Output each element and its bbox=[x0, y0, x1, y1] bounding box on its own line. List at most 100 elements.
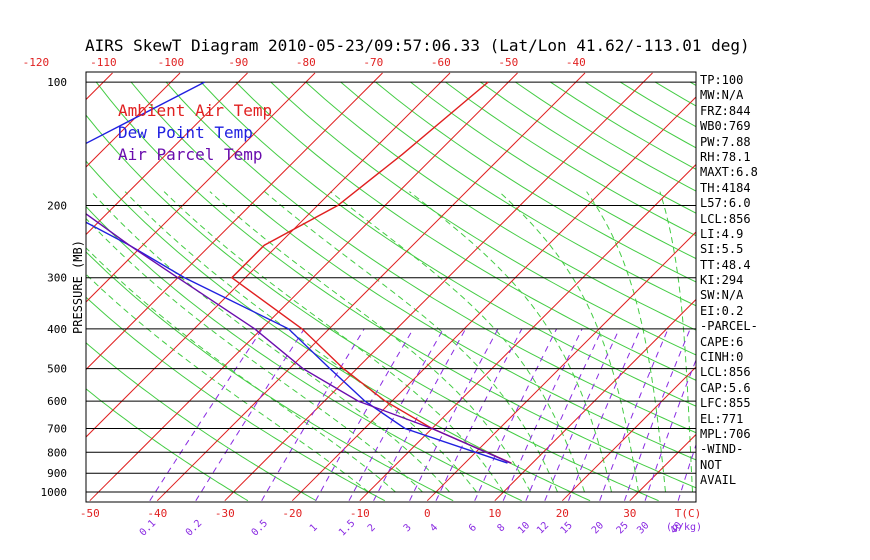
mixing-ratio-label: 0.2 bbox=[184, 518, 205, 539]
isotherm bbox=[86, 72, 113, 101]
top-temp-tick-label: -80 bbox=[296, 56, 316, 69]
mixing-ratio-label: 8 bbox=[495, 522, 507, 534]
mixing-ratio-label: 6 bbox=[467, 522, 479, 534]
bottom-temp-tick-label: 20 bbox=[556, 507, 569, 520]
bottom-temp-tick-label: -50 bbox=[80, 507, 100, 520]
series-line bbox=[230, 81, 512, 464]
mixing-ratio-line bbox=[261, 328, 365, 501]
dry-adiabat bbox=[760, 82, 870, 501]
bottom-temp-tick-label: 10 bbox=[488, 507, 501, 520]
top-temp-tick-label: -40 bbox=[566, 56, 586, 69]
stat-entry: -PARCEL- bbox=[700, 319, 758, 334]
top-temp-tick-label: -100 bbox=[158, 56, 185, 69]
stat-entry: WB0:769 bbox=[700, 119, 751, 134]
dry-adiabat bbox=[480, 81, 696, 214]
moist-adiabat bbox=[659, 191, 693, 492]
mixing-ratio-unit: (g/kg) bbox=[666, 522, 702, 533]
series-line bbox=[86, 212, 512, 464]
isotherm bbox=[765, 73, 870, 501]
mixing-ratio-line bbox=[348, 328, 444, 501]
bottom-temp-tick-label: -40 bbox=[147, 507, 167, 520]
stat-entry: CAPE:6 bbox=[700, 334, 744, 349]
dry-adiabat bbox=[130, 81, 696, 461]
stat-entry: PW:7.88 bbox=[700, 134, 751, 149]
legend-ambient: Ambient Air Temp bbox=[118, 101, 273, 120]
mixing-ratio-label: 10 bbox=[516, 520, 532, 536]
mixing-ratio-line bbox=[315, 328, 414, 501]
stats-panel: TP:100 MW:N/A FRZ:844 WB0:769 PW:7.88 RH:78.1… bbox=[700, 73, 758, 489]
bottom-temp-tick-label: -10 bbox=[350, 507, 370, 520]
dry-adiabat bbox=[410, 81, 696, 260]
mixing-ratio-label: 12 bbox=[535, 520, 551, 536]
moist-adiabat bbox=[86, 273, 369, 493]
pressure-tick-label: 600 bbox=[47, 395, 67, 408]
mixing-ratio-label: 2 bbox=[366, 522, 378, 534]
mixing-ratio-label: 3 bbox=[402, 522, 414, 534]
mixing-ratio-label: 15 bbox=[559, 520, 575, 536]
top-temp-tick-label: -110 bbox=[90, 56, 117, 69]
moist-adiabat bbox=[409, 191, 612, 493]
stat-entry: MPL:706 bbox=[700, 426, 751, 441]
stat-entry: LCL:856 bbox=[700, 211, 751, 226]
bottom-temp-tick-label: -20 bbox=[282, 507, 302, 520]
series-line bbox=[86, 81, 508, 464]
dry-adiabat bbox=[200, 81, 696, 407]
bottom-temp-unit: T(C) bbox=[675, 507, 702, 520]
stat-entry: -WIND- bbox=[700, 442, 744, 457]
isotherm bbox=[426, 231, 696, 502]
stat-entry: LFC:855 bbox=[700, 396, 751, 411]
mixing-ratio-line bbox=[525, 328, 603, 501]
moist-adiabat bbox=[86, 247, 396, 493]
dry-adiabat bbox=[375, 81, 696, 283]
bottom-temp-tick-label: -30 bbox=[215, 507, 235, 520]
top-temp-tick-label: -70 bbox=[363, 56, 383, 69]
dry-adiabat bbox=[270, 81, 696, 356]
dry-adiabat bbox=[795, 82, 870, 501]
pressure-tick-label: 100 bbox=[47, 76, 67, 89]
mixing-ratio-line bbox=[195, 328, 305, 501]
mixing-ratio-line bbox=[568, 328, 641, 501]
top-temp-tick-label: -90 bbox=[228, 56, 248, 69]
moist-adiabat bbox=[86, 217, 423, 493]
pressure-tick-label: 300 bbox=[47, 272, 67, 285]
mixing-ratio-label: 1 bbox=[308, 522, 320, 534]
mixing-ratio-label: 20 bbox=[590, 520, 606, 536]
mixing-ratio-line bbox=[502, 328, 583, 501]
pressure-tick-label: 700 bbox=[47, 423, 67, 436]
mixing-ratio-label: 4 bbox=[428, 522, 440, 534]
isotherm bbox=[291, 96, 696, 502]
mixing-ratio-line bbox=[373, 328, 467, 501]
dry-adiabat bbox=[86, 205, 522, 502]
isotherm bbox=[86, 72, 181, 168]
pressure-tick-label: 200 bbox=[47, 200, 67, 213]
mixing-ratio-line bbox=[409, 328, 499, 501]
dry-adiabat bbox=[86, 342, 317, 502]
stat-entry: TH:4184 bbox=[700, 180, 751, 195]
stat-entry: LI:4.9 bbox=[700, 226, 744, 241]
stat-entry: TT:48.4 bbox=[700, 257, 751, 272]
moist-adiabat bbox=[163, 191, 504, 493]
mixing-ratio-label: 30 bbox=[635, 520, 651, 536]
dry-adiabat bbox=[865, 82, 870, 501]
stat-entry: KI:294 bbox=[700, 273, 744, 288]
isotherm bbox=[86, 72, 316, 303]
pressure-tick-label: 800 bbox=[47, 446, 67, 459]
isotherm bbox=[224, 72, 653, 502]
y-axis-label: PRESSURE (MB) bbox=[71, 240, 85, 334]
dry-adiabat bbox=[86, 114, 659, 502]
plot-frame bbox=[85, 71, 697, 503]
dry-adiabat bbox=[654, 81, 696, 107]
stat-entry: LCL:856 bbox=[700, 365, 751, 380]
dry-adiabat bbox=[445, 81, 696, 237]
legend-dewpoint: Dew Point Temp bbox=[118, 123, 253, 142]
stat-entry: NOT bbox=[700, 457, 722, 472]
mixing-ratio-line bbox=[624, 328, 691, 501]
bottom-temp-tick-label: 0 bbox=[424, 507, 431, 520]
bottom-temp-tick-label: 30 bbox=[623, 507, 636, 520]
stat-entry: MW:N/A bbox=[700, 88, 744, 103]
mixing-ratio-line bbox=[544, 328, 620, 501]
stat-entry: MAXT:6.8 bbox=[700, 165, 758, 180]
pressure-tick-label: 900 bbox=[47, 467, 67, 480]
pressure-tick-label: 1000 bbox=[41, 486, 68, 499]
